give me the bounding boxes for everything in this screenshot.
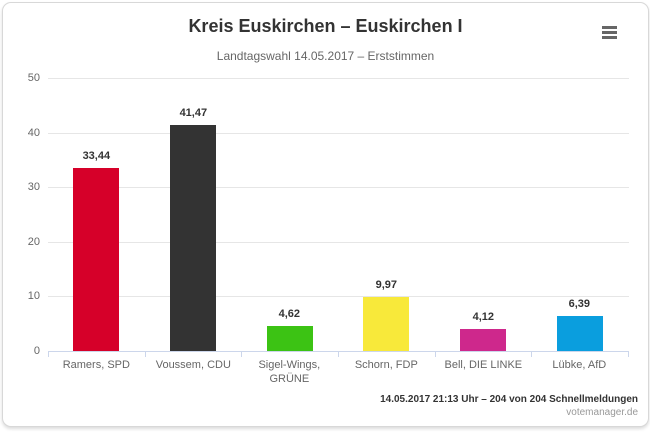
x-axis-category-label: Lübke, AfD bbox=[552, 359, 607, 371]
plot-area: 0 10 20 30 40 50 33,44 Ramers, SPD 41,47 Voussem,… bbox=[3, 3, 648, 426]
gridline bbox=[48, 242, 629, 243]
bar-value-label: 6,39 bbox=[568, 298, 591, 310]
bar-value-label: 4,12 bbox=[472, 311, 495, 323]
x-axis-category-label: Bell, DIE LINKE bbox=[444, 359, 523, 371]
y-axis-label: 20 bbox=[27, 236, 40, 248]
export-menu-button[interactable] bbox=[598, 21, 622, 43]
chart-subtitle: Landtagswahl 14.05.2017 – Erststimmen bbox=[216, 49, 435, 63]
chart-title: Kreis Euskirchen – Euskirchen I bbox=[188, 16, 463, 36]
bar-5[interactable] bbox=[460, 329, 506, 351]
y-axis-label: 30 bbox=[27, 181, 40, 193]
credits-status: 14.05.2017 21:13 Uhr – 204 von 204 Schne… bbox=[380, 394, 638, 405]
gridline bbox=[48, 296, 629, 297]
x-axis-category-label: Voussem, CDU bbox=[155, 359, 231, 371]
x-axis-tick bbox=[338, 351, 339, 357]
x-axis-tick bbox=[241, 351, 242, 357]
bar-value-label: 33,44 bbox=[82, 150, 111, 162]
bar-3[interactable] bbox=[267, 326, 313, 351]
x-axis-category-label: Sigel-Wings, GRÜNE bbox=[258, 359, 321, 385]
bar-value-label: 9,97 bbox=[375, 279, 398, 291]
x-axis-tick bbox=[435, 351, 436, 357]
hamburger-icon bbox=[602, 35, 617, 39]
hamburger-icon bbox=[602, 30, 617, 34]
y-axis-label: 50 bbox=[27, 72, 40, 84]
y-axis-label: 10 bbox=[27, 290, 40, 302]
x-axis-category-label: Ramers, SPD bbox=[62, 359, 130, 371]
gridline bbox=[48, 78, 629, 79]
x-axis-tick bbox=[628, 351, 629, 357]
bar-value-label: 4,62 bbox=[278, 308, 301, 320]
bar-1[interactable] bbox=[73, 168, 119, 351]
bar-4[interactable] bbox=[363, 297, 409, 351]
x-axis-tick bbox=[48, 351, 49, 357]
chart-card: Kreis Euskirchen – Euskirchen I Landtags… bbox=[2, 2, 649, 427]
bar-value-label: 41,47 bbox=[179, 107, 208, 119]
bar-2[interactable] bbox=[170, 125, 216, 351]
y-axis-label: 0 bbox=[33, 345, 40, 357]
gridline bbox=[48, 133, 629, 134]
hamburger-icon bbox=[602, 25, 617, 29]
credits-link[interactable]: votemanager.de bbox=[566, 407, 638, 418]
x-axis-tick bbox=[531, 351, 532, 357]
x-axis-tick bbox=[145, 351, 146, 357]
bar-6[interactable] bbox=[557, 316, 603, 351]
y-axis-label: 40 bbox=[27, 127, 40, 139]
gridline bbox=[48, 187, 629, 188]
x-axis-category-label: Schorn, FDP bbox=[354, 359, 418, 371]
